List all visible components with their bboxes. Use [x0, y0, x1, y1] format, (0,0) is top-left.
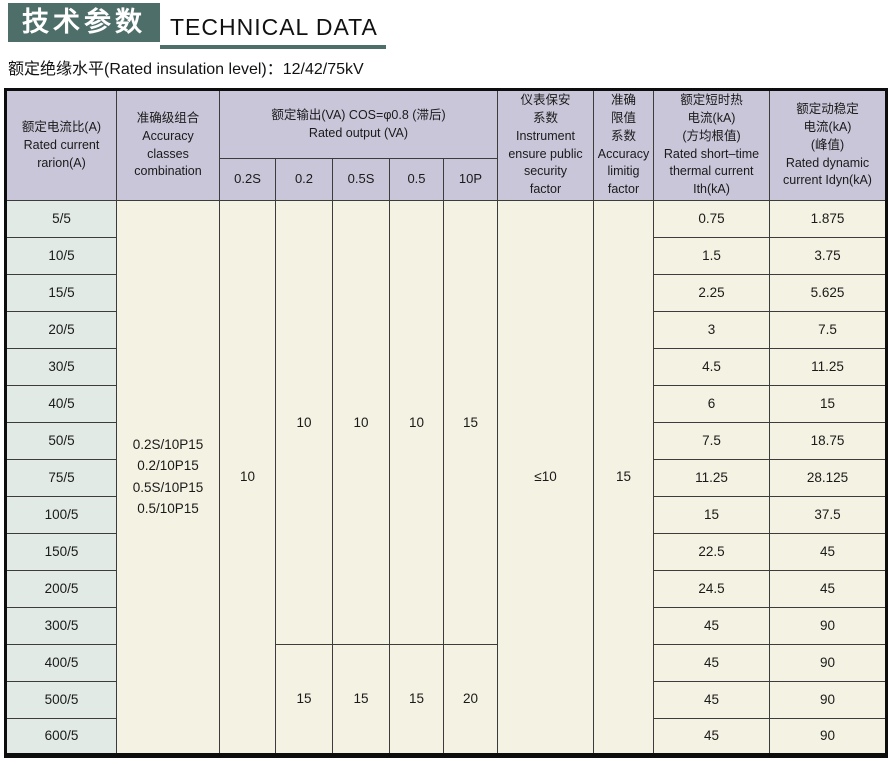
- idyn-cell: 11.25: [769, 347, 887, 386]
- ratio-cell: 100/5: [5, 495, 117, 534]
- ratio-cell: 10/5: [5, 236, 117, 275]
- idyn-cell: 90: [769, 606, 887, 645]
- output-upper-cell-0.5S: 10: [332, 199, 390, 645]
- idyn-cell: 45: [769, 569, 887, 608]
- table-body: 5/5 0.2S/10P15 0.2/10P15 0.5S/10P15 0.5/1…: [5, 199, 887, 756]
- idyn-cell: 15: [769, 384, 887, 423]
- output-upper-cell-0.5: 10: [389, 199, 444, 645]
- ratio-cell: 75/5: [5, 458, 117, 497]
- ratio-cell: 50/5: [5, 421, 117, 460]
- ith-cell: 4.5: [653, 347, 770, 386]
- output-upper-cell-0.2: 10: [275, 199, 333, 645]
- idyn-cell: 5.625: [769, 273, 887, 312]
- ratio-cell: 200/5: [5, 569, 117, 608]
- ith-cell: 24.5: [653, 569, 770, 608]
- ratio-cell: 300/5: [5, 606, 117, 645]
- table-row: 150/5 22.5 45: [5, 532, 887, 571]
- ith-cell: 2.25: [653, 273, 770, 312]
- rated-insulation-level: 额定绝缘水平(Rated insulation level)：12/42/75k…: [8, 61, 364, 79]
- accuracy-classes-cell: 0.2S/10P15 0.2/10P15 0.5S/10P15 0.5/10P1…: [116, 199, 220, 756]
- output-lower-cell-0.2: 15: [275, 643, 333, 756]
- idyn-cell: 28.125: [769, 458, 887, 497]
- header-instrument-security-factor: 仪表保安 系数 Instrument ensure public securit…: [497, 89, 594, 201]
- header-accuracy-limit-factor: 准确 限值 系数 Accuracy limitig factor: [593, 89, 654, 201]
- ith-cell: 45: [653, 717, 770, 756]
- idyn-cell: 45: [769, 532, 887, 571]
- header-short-time-thermal-current: 额定短时热 电流(kA) (方均根值) Rated short–time the…: [653, 89, 770, 201]
- ratio-cell: 600/5: [5, 717, 117, 756]
- table-row: 400/5 15 15 15 20 45 90: [5, 643, 887, 756]
- ratio-cell: 400/5: [5, 643, 117, 682]
- output-lower-cell-0.5: 15: [389, 643, 444, 756]
- idyn-cell: 1.875: [769, 199, 887, 238]
- table-row: 600/5 45 90: [5, 717, 887, 756]
- table-row: 500/5 45 90: [5, 680, 887, 719]
- header-rated-output: 额定输出(VA) COS=φ0.8 (滞后) Rated output (VA): [219, 89, 498, 160]
- header-subcol-0-2: 0.2: [275, 158, 333, 201]
- header-dynamic-current: 额定动稳定 电流(kA) (峰值) Rated dynamic current …: [769, 89, 887, 201]
- ith-cell: 1.5: [653, 236, 770, 275]
- table-row: 10/5 1.5 3.75: [5, 236, 887, 275]
- idyn-cell: 18.75: [769, 421, 887, 460]
- table-row: 300/5 45 90: [5, 606, 887, 645]
- idyn-cell: 7.5: [769, 310, 887, 349]
- header-subcol-0-5: 0.5: [389, 158, 444, 201]
- ratio-cell: 5/5: [5, 199, 117, 238]
- ith-cell: 3: [653, 310, 770, 349]
- ith-cell: 7.5: [653, 421, 770, 460]
- ith-cell: 45: [653, 643, 770, 682]
- table-row: 5/5 0.2S/10P15 0.2/10P15 0.5S/10P15 0.5/1…: [5, 199, 887, 756]
- page-title-chinese: 技术参数: [8, 3, 160, 43]
- output-0-2s-cell: 10: [219, 199, 276, 756]
- ratio-cell: 30/5: [5, 347, 117, 386]
- page-title-english: TECHNICAL DATA: [160, 13, 386, 50]
- ith-cell: 22.5: [653, 532, 770, 571]
- ratio-cell: 20/5: [5, 310, 117, 349]
- ith-cell: 45: [653, 680, 770, 719]
- output-upper-cell-10P: 15: [443, 199, 498, 645]
- output-lower-cell-10P: 20: [443, 643, 498, 756]
- idyn-cell: 3.75: [769, 236, 887, 275]
- header-subcol-0-5s: 0.5S: [332, 158, 390, 201]
- idyn-cell: 90: [769, 680, 887, 719]
- idyn-cell: 90: [769, 717, 887, 756]
- ratio-cell: 15/5: [5, 273, 117, 312]
- table-row: 75/5 11.25 28.125: [5, 458, 887, 497]
- table-header: 额定电流比(A) Rated current rarion(A) 准确级组合 A…: [5, 89, 887, 201]
- technical-data-table: 额定电流比(A) Rated current rarion(A) 准确级组合 A…: [4, 88, 888, 758]
- ith-cell: 15: [653, 495, 770, 534]
- table-row: 100/5 15 37.5: [5, 495, 887, 534]
- header-subcol-0-2s: 0.2S: [219, 158, 276, 201]
- title-bar: 技术参数 TECHNICAL DATA: [8, 3, 887, 50]
- header-subcol-10p: 10P: [443, 158, 498, 201]
- table-row: 15/5 2.25 5.625: [5, 273, 887, 312]
- output-lower-cell-0.5S: 15: [332, 643, 390, 756]
- table-row: 50/5 7.5 18.75: [5, 421, 887, 460]
- header-rated-current-ratio: 额定电流比(A) Rated current rarion(A): [5, 89, 117, 201]
- ith-cell: 6: [653, 384, 770, 423]
- accuracy-limiting-factor-cell: 15: [593, 199, 654, 756]
- header-accuracy-classes: 准确级组合 Accuracy classes combination: [116, 89, 220, 201]
- instrument-security-factor-cell: ≤10: [497, 199, 594, 756]
- ratio-cell: 40/5: [5, 384, 117, 423]
- idyn-cell: 37.5: [769, 495, 887, 534]
- idyn-cell: 90: [769, 643, 887, 682]
- ratio-cell: 150/5: [5, 532, 117, 571]
- ith-cell: 11.25: [653, 458, 770, 497]
- ith-cell: 0.75: [653, 199, 770, 238]
- ratio-cell: 500/5: [5, 680, 117, 719]
- ith-cell: 45: [653, 606, 770, 645]
